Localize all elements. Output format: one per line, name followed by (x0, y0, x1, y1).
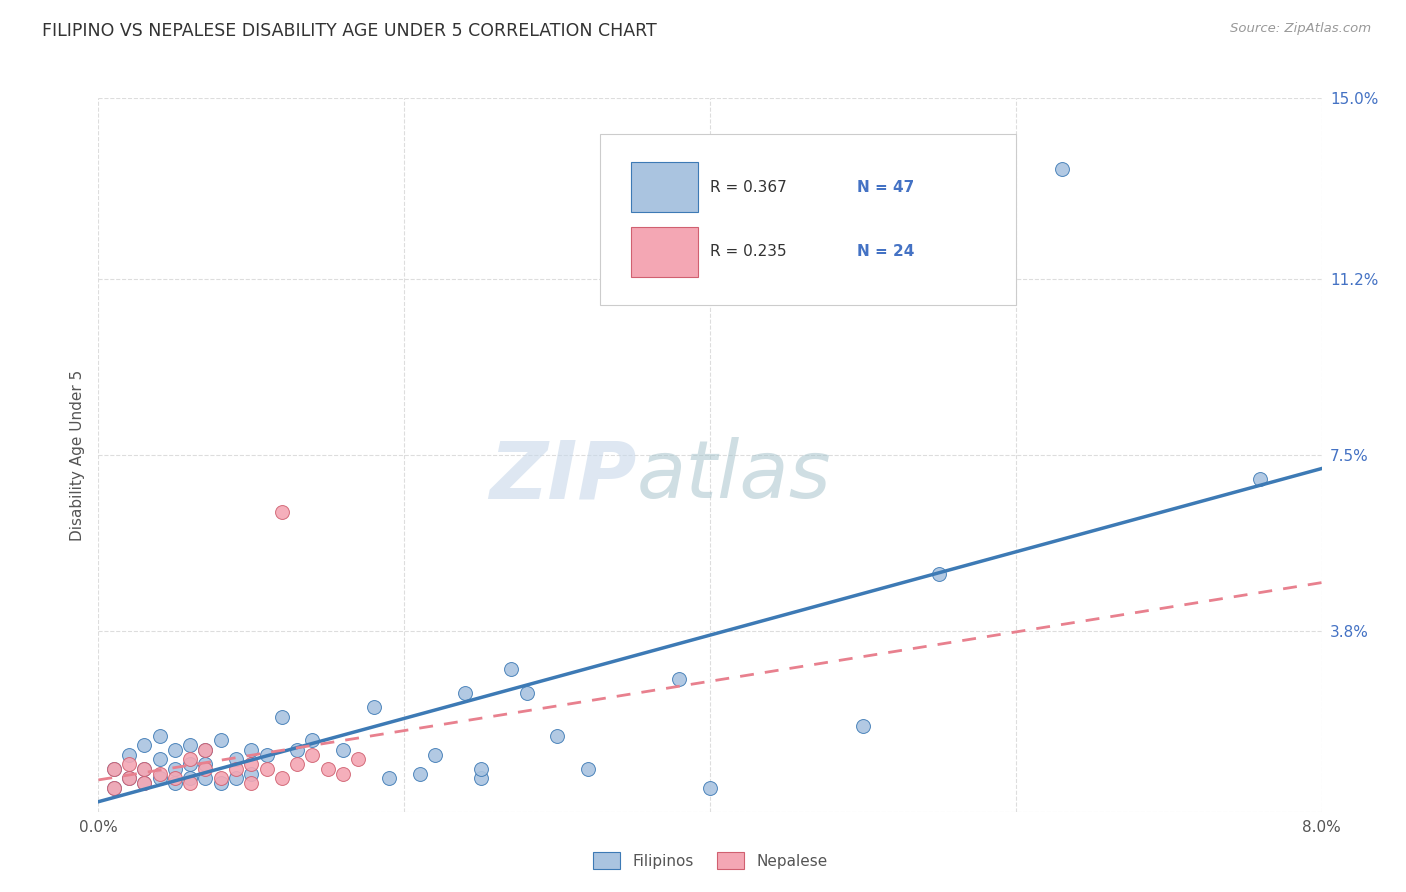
Point (225, 772, 247, 786)
Point (179, 757, 201, 772)
Point (194, 772, 217, 786)
Point (270, 772, 294, 786)
Point (332, 743, 354, 757)
Point (1249, 472, 1271, 486)
Point (546, 729, 568, 743)
Point (225, 752, 247, 766)
Point (179, 776, 201, 790)
Y-axis label: Disability Age Under 5: Disability Age Under 5 (69, 369, 84, 541)
Point (501, 662, 523, 676)
Point (149, 772, 172, 786)
FancyBboxPatch shape (630, 227, 697, 277)
Point (668, 672, 690, 686)
Point (103, 780, 125, 795)
Point (209, 772, 232, 786)
Text: R = 0.367: R = 0.367 (710, 180, 787, 194)
Point (103, 780, 125, 795)
Point (378, 772, 401, 786)
Point (179, 738, 201, 752)
Point (118, 747, 141, 762)
Point (149, 752, 172, 766)
FancyBboxPatch shape (600, 134, 1015, 305)
Point (118, 772, 141, 786)
Point (301, 747, 323, 762)
Point (103, 762, 125, 776)
Text: N = 24: N = 24 (856, 244, 914, 259)
Point (209, 733, 232, 747)
Point (316, 762, 339, 776)
Point (699, 780, 721, 795)
Point (240, 766, 263, 780)
Text: FILIPINO VS NEPALESE DISABILITY AGE UNDER 5 CORRELATION CHART: FILIPINO VS NEPALESE DISABILITY AGE UNDE… (42, 22, 657, 40)
Text: atlas: atlas (637, 437, 831, 516)
Text: ZIP: ZIP (489, 437, 637, 516)
Text: N = 47: N = 47 (856, 180, 914, 194)
Point (240, 743, 263, 757)
Point (163, 762, 186, 776)
Point (134, 738, 156, 752)
Point (194, 743, 217, 757)
Point (134, 776, 156, 790)
Point (1050, 162, 1073, 177)
Point (163, 776, 186, 790)
Point (576, 762, 599, 776)
Point (149, 766, 172, 780)
Point (194, 757, 217, 772)
Point (179, 772, 201, 786)
Point (134, 762, 156, 776)
Point (118, 772, 141, 786)
Point (470, 762, 492, 776)
Point (240, 757, 263, 772)
Point (285, 743, 308, 757)
Point (454, 686, 477, 700)
Point (179, 752, 201, 766)
Point (209, 776, 232, 790)
Point (332, 766, 354, 780)
Point (470, 772, 492, 786)
Point (408, 766, 430, 780)
Point (240, 776, 263, 790)
Point (194, 762, 217, 776)
Point (134, 762, 156, 776)
Legend: Filipinos, Nepalese: Filipinos, Nepalese (586, 846, 834, 875)
Point (225, 762, 247, 776)
Point (285, 757, 308, 772)
Point (301, 733, 323, 747)
Point (256, 747, 278, 762)
Point (270, 709, 294, 723)
Point (163, 772, 186, 786)
Point (194, 743, 217, 757)
Text: R = 0.235: R = 0.235 (710, 244, 786, 259)
Point (270, 505, 294, 519)
Point (134, 776, 156, 790)
Point (118, 757, 141, 772)
Text: Source: ZipAtlas.com: Source: ZipAtlas.com (1230, 22, 1371, 36)
Point (423, 747, 446, 762)
Point (852, 719, 875, 733)
Point (928, 566, 950, 581)
FancyBboxPatch shape (630, 162, 697, 212)
Point (256, 762, 278, 776)
Point (347, 752, 370, 766)
Point (149, 729, 172, 743)
Point (363, 700, 385, 714)
Point (163, 743, 186, 757)
Point (516, 686, 538, 700)
Point (103, 762, 125, 776)
